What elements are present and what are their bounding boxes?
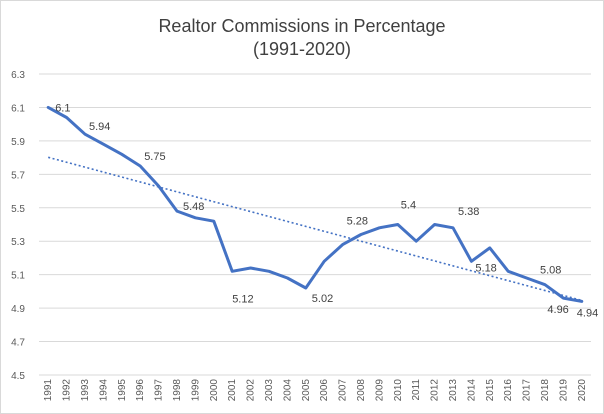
data-point-2011 xyxy=(415,240,418,243)
x-tick-label: 2008 xyxy=(356,379,367,402)
x-tick-label: 1991 xyxy=(43,379,54,402)
data-point-2008 xyxy=(360,233,363,236)
data-point-1992 xyxy=(65,116,68,119)
x-tick-label: 1998 xyxy=(172,379,183,402)
gridlines xyxy=(39,73,591,376)
data-label-2010: 5.4 xyxy=(401,200,416,212)
data-label-2020: 4.94 xyxy=(577,307,598,319)
x-tick-label: 1994 xyxy=(98,379,109,402)
x-tick-label: 1995 xyxy=(117,379,128,402)
chart-title: Realtor Commissions in Percentage xyxy=(158,16,445,36)
data-point-2006 xyxy=(323,260,326,263)
data-point-1993 xyxy=(84,133,87,136)
y-tick-label: 6.1 xyxy=(11,103,25,114)
x-tick-label: 2001 xyxy=(227,379,238,402)
x-tick-label: 1996 xyxy=(135,379,146,402)
data-point-2019 xyxy=(562,297,565,300)
data-point-1998 xyxy=(176,210,179,213)
data-label-2001: 5.12 xyxy=(232,293,253,305)
data-point-1991 xyxy=(47,106,50,109)
data-label-2018: 5.08 xyxy=(540,265,561,277)
data-label-1991: 6.1 xyxy=(55,102,70,114)
data-labels: 6.1 5.94 5.75 5.48 5.12 5.02 5.28 5.4 5.38 5.18 5.… xyxy=(55,102,598,319)
x-tick-label: 2011 xyxy=(411,379,422,401)
data-point-2017 xyxy=(525,277,528,280)
y-tick-label: 6.3 xyxy=(11,70,25,81)
y-tick-label: 4.7 xyxy=(11,338,25,349)
data-point-2003 xyxy=(268,270,271,273)
x-tick-label: 2005 xyxy=(301,379,312,402)
y-tick-label: 5.1 xyxy=(11,271,25,282)
x-tick-label: 2006 xyxy=(319,379,330,402)
data-point-2010 xyxy=(396,223,399,226)
y-tick-label: 5.3 xyxy=(11,237,25,248)
data-point-1996 xyxy=(139,164,142,167)
y-tick-label: 5.7 xyxy=(11,170,25,181)
data-point-2005 xyxy=(304,287,307,290)
data-point-2004 xyxy=(286,277,289,280)
data-point-2018 xyxy=(544,283,547,286)
data-label-2007: 5.28 xyxy=(347,216,368,228)
x-tick-label: 2019 xyxy=(558,379,569,402)
x-tick-label: 2016 xyxy=(503,379,514,402)
x-tick-label: 2002 xyxy=(246,379,257,402)
series-line xyxy=(46,105,584,303)
x-tick-label: 2017 xyxy=(522,379,533,402)
y-tick-label: 5.9 xyxy=(11,137,25,148)
x-tick-label: 2013 xyxy=(448,379,459,402)
x-tick-label: 2020 xyxy=(577,379,588,402)
x-tick-label: 2000 xyxy=(209,379,220,402)
x-tick-label: 2012 xyxy=(430,379,441,402)
y-tick-label: 4.9 xyxy=(11,304,25,315)
data-point-2015 xyxy=(488,246,491,249)
x-tick-label: 2004 xyxy=(282,379,293,402)
chart-subtitle: (1991-2020) xyxy=(253,39,351,59)
data-point-2012 xyxy=(433,223,436,226)
data-point-2014 xyxy=(470,260,473,263)
series-layer xyxy=(46,105,584,303)
data-point-2016 xyxy=(507,270,510,273)
x-tick-label: 2015 xyxy=(485,379,496,402)
data-point-2007 xyxy=(341,243,344,246)
data-label-2019: 4.96 xyxy=(547,304,568,316)
data-point-2002 xyxy=(249,266,252,269)
data-label-2013: 5.38 xyxy=(458,206,479,218)
data-point-1999 xyxy=(194,216,197,219)
data-point-1994 xyxy=(102,143,105,146)
y-tick-label: 4.5 xyxy=(11,371,25,382)
data-label-1996: 5.75 xyxy=(144,151,165,163)
x-tick-label: 2007 xyxy=(338,379,349,402)
y-axis: 4.5 4.7 4.9 5.1 5.3 5.5 5.7 5.9 6.1 6.3 xyxy=(11,70,25,382)
data-label-1998: 5.48 xyxy=(183,201,204,213)
data-point-2013 xyxy=(452,226,455,229)
data-point-2001 xyxy=(231,270,234,273)
x-axis: 1991 1992 1993 1994 1995 1996 1997 1998 1999 2000… xyxy=(43,379,588,402)
trendline-layer xyxy=(47,156,583,302)
trendline xyxy=(47,156,583,302)
x-tick-label: 1999 xyxy=(190,379,201,402)
data-label-1993: 5.94 xyxy=(89,121,110,133)
x-tick-label: 2018 xyxy=(540,379,551,402)
data-point-1995 xyxy=(120,153,123,156)
y-tick-label: 5.5 xyxy=(11,204,25,215)
x-tick-label: 2009 xyxy=(374,379,385,402)
data-point-2000 xyxy=(212,220,215,223)
data-label-2005: 5.02 xyxy=(312,293,333,305)
x-tick-label: 2014 xyxy=(466,379,477,402)
data-label-2014: 5.18 xyxy=(475,262,496,274)
data-point-1997 xyxy=(157,185,160,188)
x-tick-label: 1992 xyxy=(62,379,73,402)
data-point-2020 xyxy=(580,300,583,303)
x-tick-label: 1993 xyxy=(80,379,91,402)
x-tick-label: 2003 xyxy=(264,379,275,402)
x-tick-label: 1997 xyxy=(154,379,165,402)
data-point-2009 xyxy=(378,226,381,229)
x-tick-label: 2010 xyxy=(393,379,404,402)
